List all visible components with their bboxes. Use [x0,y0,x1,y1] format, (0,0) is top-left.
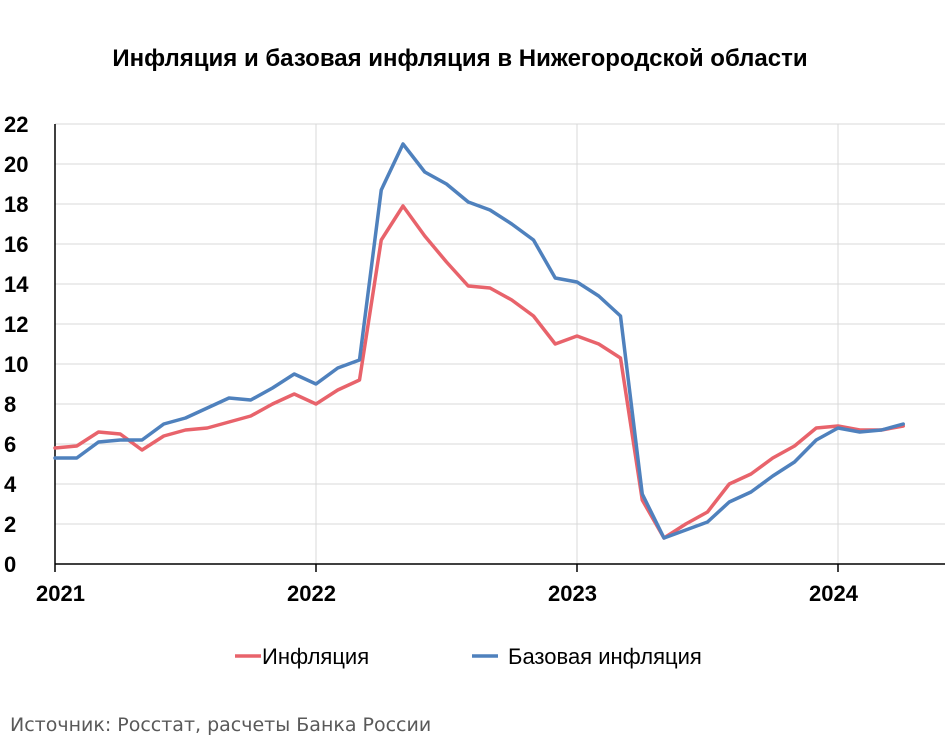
y-tick-label: 18 [4,192,28,217]
legend-label: Базовая инфляция [508,644,702,669]
series-line-inflation [53,204,905,540]
y-tick-label: 22 [4,112,28,137]
x-tick-label: 2024 [809,581,859,606]
y-tick-label: 2 [4,512,16,537]
y-tick-label: 12 [4,312,28,337]
series-layer [53,142,905,540]
y-tick-label: 6 [4,432,16,457]
y-tick-label: 10 [4,352,28,377]
y-tick-label: 16 [4,232,28,257]
x-tick-label: 2021 [36,581,85,606]
y-tick-label: 0 [4,552,16,577]
y-tick-label: 8 [4,392,16,417]
chart-title: Инфляция и базовая инфляция в Нижегородс… [112,45,808,72]
y-tick-label: 14 [4,272,29,297]
source-note: Источник: Росстат, расчеты Банка России [10,714,432,736]
y-tick-label: 4 [4,472,17,497]
legend: Инфляция Базовая инфляция [235,644,702,669]
x-tick-label: 2023 [548,581,597,606]
legend-label: Инфляция [262,644,369,669]
x-tick-label: 2022 [287,581,336,606]
grid-layer [55,123,945,564]
y-tick-label: 20 [4,152,28,177]
series-line-core-inflation [53,142,905,540]
